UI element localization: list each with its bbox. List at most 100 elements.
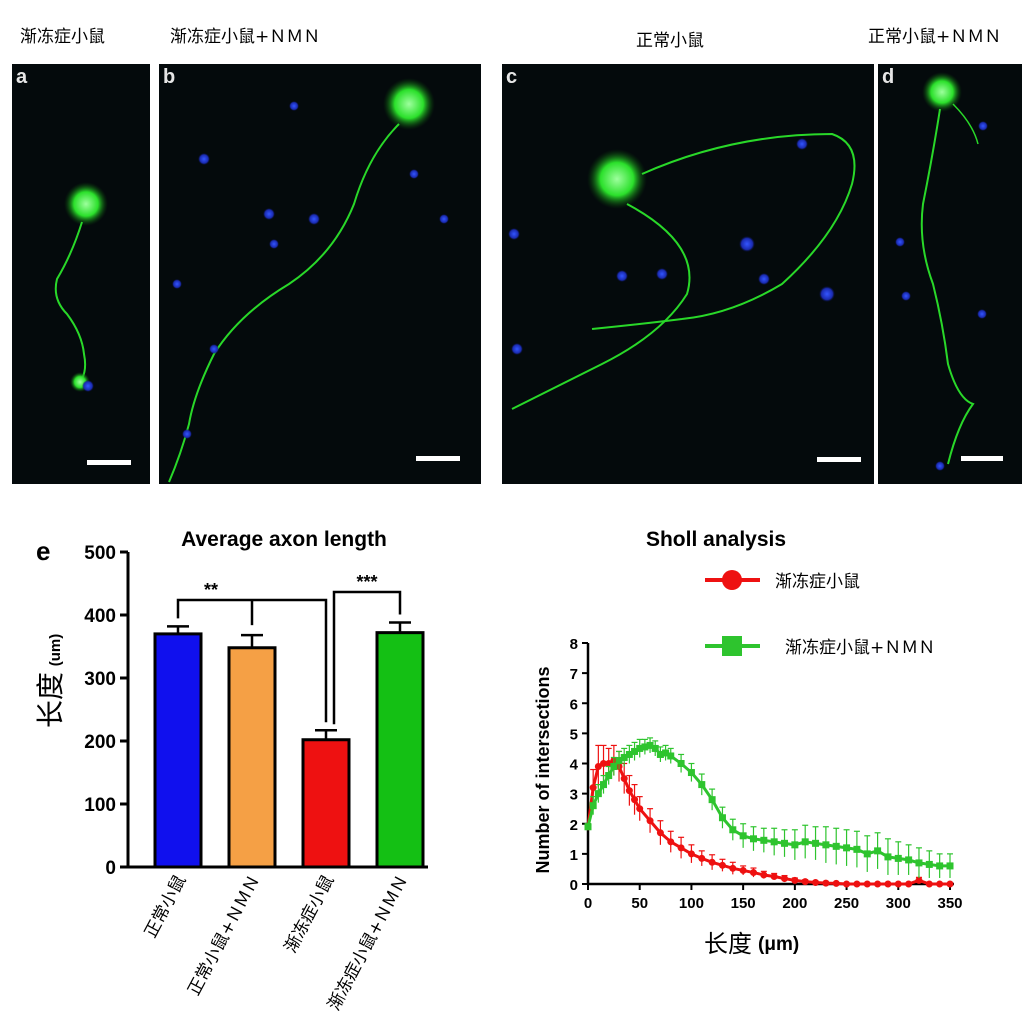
micrograph-image-d xyxy=(895,72,988,471)
caption-a: 渐冻症小鼠 xyxy=(20,27,105,47)
panel-letter-c: c xyxy=(506,66,518,88)
sholl-point xyxy=(667,752,675,760)
sholl-point xyxy=(781,875,789,883)
sholl-point xyxy=(905,856,913,864)
sholl-y-tick-label: 0 xyxy=(570,877,578,894)
significance-label: ** xyxy=(204,580,218,600)
sholl-point xyxy=(946,880,954,888)
micrograph-panel-c: c xyxy=(502,64,874,484)
sholl-point xyxy=(760,836,768,844)
sholl-point xyxy=(770,838,778,846)
sholl-point xyxy=(600,760,608,767)
sholl-point xyxy=(905,880,913,888)
sholl-point xyxy=(687,850,695,858)
sholl-point xyxy=(631,796,639,804)
sholl-point xyxy=(874,847,882,855)
legend-label: 渐冻症小鼠 xyxy=(775,572,860,592)
sholl-point xyxy=(677,760,685,767)
sholl-x-tick-label: 150 xyxy=(731,895,756,912)
sholl-point xyxy=(656,750,664,758)
bar-y-tick-label: 100 xyxy=(84,795,116,816)
sholl-point xyxy=(760,871,768,879)
sholl-point xyxy=(646,817,654,825)
scale-bar-d xyxy=(961,456,1003,461)
sholl-point xyxy=(610,756,618,764)
sholl-point xyxy=(770,872,778,880)
sholl-point xyxy=(718,814,726,822)
bar-y-tick-label: 500 xyxy=(84,543,116,564)
sholl-point xyxy=(589,784,597,792)
sholl-point xyxy=(822,879,830,887)
sholl-x-axis-label: 长度 xyxy=(704,930,752,958)
legend-marker-square xyxy=(722,636,742,656)
sholl-chart-title: Sholl analysis xyxy=(646,528,786,551)
sholl-x-tick-label: 350 xyxy=(937,895,962,912)
sholl-point xyxy=(584,823,592,831)
sholl-x-tick-label: 300 xyxy=(886,895,911,912)
bar-category-label: 正常小鼠 xyxy=(141,872,191,941)
sholl-point xyxy=(698,854,706,862)
sholl-point xyxy=(729,826,737,834)
sholl-point xyxy=(863,880,871,888)
sholl-point xyxy=(677,844,685,852)
caption-b: 渐冻症小鼠+ＮＭＮ xyxy=(170,27,321,47)
sholl-x-tick-label: 200 xyxy=(782,895,807,912)
sholl-point xyxy=(843,844,851,852)
legend-label: 渐冻症小鼠+ＮＭＮ xyxy=(785,638,935,658)
sholl-series-line xyxy=(586,758,950,886)
bar xyxy=(227,646,277,869)
micrograph-panel-b: b xyxy=(159,64,481,484)
bar-y-tick-label: 300 xyxy=(84,669,116,690)
sholl-point xyxy=(884,880,892,888)
sholl-point xyxy=(687,769,695,777)
sholl-point xyxy=(641,743,649,751)
sholl-point xyxy=(708,796,716,804)
sholl-y-tick-label: 2 xyxy=(570,817,578,834)
sholl-point xyxy=(925,860,933,868)
sholl-point xyxy=(625,787,633,795)
sholl-x-tick-label: 50 xyxy=(631,895,648,912)
sholl-point xyxy=(662,749,670,757)
micrograph-panel-a: a xyxy=(12,64,150,484)
sholl-point xyxy=(667,838,675,846)
sholl-point xyxy=(832,879,840,887)
micrograph-image-b xyxy=(168,78,449,483)
sholl-point xyxy=(812,839,820,847)
panel-letter-e: e xyxy=(36,536,50,566)
sholl-x-tick-label: 250 xyxy=(834,895,859,912)
caption-c: 正常小鼠 xyxy=(636,31,704,51)
sholl-point xyxy=(894,880,902,888)
sholl-point xyxy=(863,850,871,858)
sholl-point xyxy=(631,747,639,755)
panel-letter-d: d xyxy=(882,66,895,88)
sholl-point xyxy=(915,859,923,867)
bar xyxy=(375,631,425,869)
sholl-point xyxy=(832,842,840,850)
bar-category-label: 正常小鼠+ＮＭＮ xyxy=(184,872,264,999)
sholl-point xyxy=(594,790,602,798)
sholl-y-tick-label: 5 xyxy=(570,726,578,743)
sholl-point xyxy=(915,876,923,884)
sholl-point xyxy=(620,753,628,761)
sholl-point xyxy=(589,802,597,810)
sholl-point xyxy=(884,853,892,861)
sholl-point xyxy=(620,775,628,783)
sholl-y-tick-label: 1 xyxy=(570,847,578,864)
bar-chart-title: Average axon length xyxy=(181,528,387,551)
sholl-point xyxy=(615,756,623,764)
sholl-point xyxy=(894,854,902,862)
bar-category-label: 渐冻症小鼠 xyxy=(281,872,339,956)
scale-bar-b xyxy=(416,456,460,461)
significance-bracket xyxy=(332,590,402,725)
sholl-point xyxy=(739,832,747,840)
bar xyxy=(301,738,351,869)
sholl-point xyxy=(605,772,613,780)
sholl-point xyxy=(946,862,954,870)
sholl-point xyxy=(781,839,789,847)
sholl-point xyxy=(936,862,944,870)
sholl-y-axis-label: Number of intersections xyxy=(533,666,553,873)
sholl-point xyxy=(936,880,944,888)
sholl-point xyxy=(610,763,618,771)
legend-marker-circle xyxy=(722,570,742,590)
sholl-point xyxy=(874,880,882,888)
